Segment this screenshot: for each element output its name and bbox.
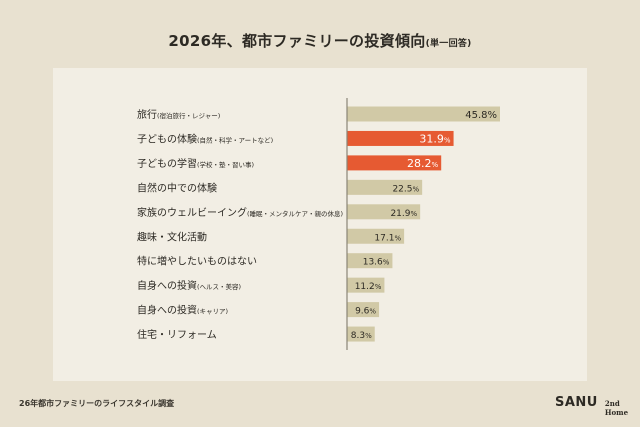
value-label-5: 21.9% xyxy=(390,209,417,219)
category-label-6: 趣味・文化活動 xyxy=(137,230,207,243)
category-label-7: 特に増やしたいものはない xyxy=(137,255,257,268)
bar-9 xyxy=(347,302,380,318)
bar-3 xyxy=(347,155,442,171)
survey-source: 26年都市ファミリーのライフスタイル調査 xyxy=(19,399,175,408)
value-label-4: 22.5% xyxy=(392,184,419,194)
value-label-2: 31.9% xyxy=(419,132,451,145)
bar-10 xyxy=(347,326,375,342)
chart-title-note: (単一回答) xyxy=(425,39,472,49)
category-label-9: 自身への投資(キャリア) xyxy=(137,304,228,317)
value-label-10: 8.3% xyxy=(351,331,372,341)
value-label-8: 11.2% xyxy=(355,282,382,292)
chart-title: 2026年、都市ファミリーの投資傾向(単一回答) xyxy=(0,30,640,51)
category-label-5: 家族のウェルビーイング(睡眠・メンタルケア・親の休息) xyxy=(137,206,343,219)
chart-title-main: 2026年、都市ファミリーの投資傾向 xyxy=(168,32,426,50)
bar-8 xyxy=(347,277,385,293)
bar-5 xyxy=(347,204,421,220)
category-label-10: 住宅・リフォーム xyxy=(137,328,217,341)
brand-logo: SANU 2nd Home xyxy=(555,395,640,417)
value-label-9: 9.6% xyxy=(355,307,376,317)
category-label-2: 子どもの体験(自然・科学・アートなど) xyxy=(137,132,273,145)
bar-6 xyxy=(347,228,405,244)
category-label-1: 旅行(宿泊旅行・レジャー) xyxy=(137,108,220,121)
category-label-3: 子どもの学習(学校・塾・習い事) xyxy=(137,157,254,170)
value-label-7: 13.6% xyxy=(363,258,390,268)
value-label-3: 28.2% xyxy=(407,157,439,170)
value-label-6: 17.1% xyxy=(374,233,401,243)
brand-subtitle: 2nd Home xyxy=(604,399,629,417)
brand-name: SANU xyxy=(555,395,598,410)
bar-4 xyxy=(347,179,423,195)
category-label-4: 自然の中での体験 xyxy=(137,181,217,194)
bar-2 xyxy=(347,130,454,146)
category-label-8: 自身への投資(ヘルス・美容) xyxy=(137,279,241,292)
value-label-1: 45.8% xyxy=(465,110,497,121)
bar-7 xyxy=(347,253,393,269)
bar-1 xyxy=(347,106,500,122)
